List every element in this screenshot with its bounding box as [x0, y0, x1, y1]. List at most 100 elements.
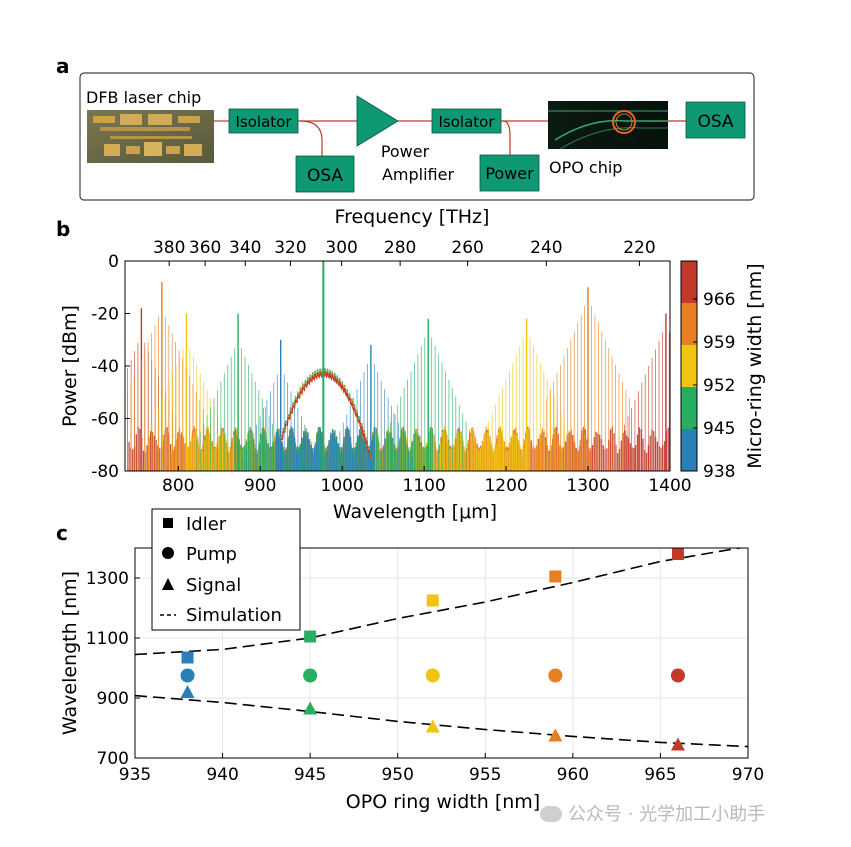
- power-amplifier: Power Amplifier: [356, 95, 455, 184]
- osa-2-block: OSA: [685, 101, 746, 139]
- top-tick-label: 220: [623, 238, 655, 258]
- isolator-2-block: Isolator: [431, 108, 502, 134]
- isolator-2-label: Isolator: [438, 113, 495, 131]
- spectra-plot: [127, 261, 670, 471]
- colorbar-frame: [680, 260, 698, 472]
- pump-shoulder-966: [280, 371, 372, 460]
- signal-marker: [670, 737, 685, 751]
- colorbar-tick-label: 938: [703, 462, 735, 482]
- y-tick-label: 1100: [86, 629, 129, 649]
- setup-frame: [79, 72, 755, 201]
- watermark-text: 公众号 · 光学加工小助手: [568, 804, 766, 825]
- sideband-comb-945: [386, 329, 470, 471]
- colorbar-tick-label: 945: [703, 419, 735, 439]
- y-tick-label: -40: [91, 357, 119, 377]
- x-tick-label: 960: [557, 765, 589, 785]
- x-tick-label: 1300: [566, 476, 609, 496]
- y-tick-label: -80: [91, 462, 119, 482]
- sideband-comb-945: [196, 339, 280, 471]
- signal-marker: [548, 728, 563, 742]
- legend-square-icon: [163, 518, 173, 528]
- spectra-x-ticks: 800 900 1000 1100 1200 1300 1400: [162, 466, 692, 496]
- sideband-comb-952: [484, 329, 569, 471]
- x-tick-label: 935: [119, 765, 151, 785]
- sideband-comb-938: [329, 355, 413, 471]
- idler-marker: [304, 630, 317, 643]
- osa-1-label: OSA: [307, 166, 343, 186]
- colorbar-segment: [681, 261, 697, 304]
- dfb-label: DFB laser chip: [86, 88, 201, 107]
- x-tick-label: 1400: [648, 476, 691, 496]
- top-tick-label: 320: [274, 238, 306, 258]
- colorbar-tick-label: 966: [703, 290, 735, 310]
- y-tick-label: 900: [97, 689, 129, 709]
- scatter-y-ticks: 700 900 1100 1300: [86, 569, 140, 769]
- opo-chip: [548, 101, 668, 150]
- x-tick-label: 940: [206, 765, 238, 785]
- amplifier-label-1: Power: [381, 142, 430, 161]
- panel-label-c: c: [56, 521, 68, 545]
- top-tick-label: 340: [229, 238, 261, 258]
- legend-idler: Idler: [186, 514, 227, 535]
- colorbar-tick-label: 959: [703, 333, 735, 353]
- pump-marker: [425, 668, 440, 683]
- pump-marker: [670, 668, 685, 683]
- idler-marker: [426, 594, 439, 607]
- amplifier-label-2: Amplifier: [382, 165, 455, 184]
- x-tick-label: 965: [644, 765, 676, 785]
- x-tick-label: 1200: [484, 476, 527, 496]
- spectra-ylabel: Power [dBm]: [59, 305, 81, 427]
- top-tick-label: 300: [325, 238, 357, 258]
- scatter-axes-frame: [134, 547, 749, 759]
- panel-label-b: b: [56, 217, 70, 241]
- legend-simulation: Simulation: [186, 605, 282, 626]
- colorbar-segment: [681, 429, 697, 472]
- colorbar-tick-label: 952: [703, 376, 735, 396]
- scatter-legend: Idler Pump Signal Simulation: [151, 508, 301, 631]
- top-tick-label: 240: [530, 238, 562, 258]
- scatter-x-ticks: 935 940 945 950 955 960 965 970: [119, 753, 764, 785]
- wechat-logo-icon: [540, 806, 562, 822]
- spectra-y-ticks: 0 -20 -40 -60 -80: [91, 252, 130, 482]
- colorbar-segment: [681, 345, 697, 388]
- osa-2-label: OSA: [697, 112, 733, 132]
- simulation-curve: [135, 548, 744, 656]
- colorbar-ticks: 966 959 952 945 938: [693, 290, 735, 482]
- simulation-curve: [135, 694, 748, 748]
- top-axis-label: Frequency [THz]: [335, 206, 490, 228]
- colorbar-label: Micro-ring width [nm]: [744, 263, 766, 468]
- scatter-points: [180, 548, 685, 751]
- spectra-xlabel: Wavelength [μm]: [333, 501, 497, 523]
- x-tick-label: 1100: [403, 476, 446, 496]
- x-tick-label: 945: [294, 765, 326, 785]
- osa-1-block: OSA: [295, 155, 355, 193]
- top-tick-label: 280: [384, 238, 416, 258]
- legend-pump: Pump: [186, 544, 237, 565]
- sideband-comb-966: [624, 324, 670, 471]
- x-tick-label: 950: [381, 765, 413, 785]
- power-meter-block: Power: [479, 154, 540, 192]
- top-tick-label: 380: [153, 238, 185, 258]
- top-tick-label: 360: [189, 238, 221, 258]
- legend-circle-icon: [162, 547, 174, 559]
- y-tick-label: -20: [91, 305, 119, 325]
- x-tick-label: 900: [244, 476, 276, 496]
- simulation-curves: [135, 548, 748, 748]
- isolator-1-label: Isolator: [235, 113, 292, 131]
- top-axis-ticks: 380 360 340 320 300 280 260 240 220: [153, 238, 656, 266]
- panel-label-a: a: [56, 54, 70, 78]
- pump-marker: [548, 668, 563, 683]
- y-tick-label: 1300: [86, 569, 129, 589]
- y-tick-label: 0: [108, 252, 119, 272]
- opo-chip-label: OPO chip: [549, 158, 622, 177]
- y-tick-label: -60: [91, 410, 119, 430]
- signal-marker: [303, 701, 318, 715]
- dfb-laser-chip: [87, 110, 214, 163]
- sideband-comb-938: [242, 366, 319, 471]
- pump-marker: [303, 668, 318, 683]
- scatter-xlabel: OPO ring width [nm]: [346, 791, 540, 813]
- legend-triangle-icon: [162, 578, 174, 590]
- legend-signal: Signal: [186, 575, 241, 596]
- top-tick-label: 260: [451, 238, 483, 258]
